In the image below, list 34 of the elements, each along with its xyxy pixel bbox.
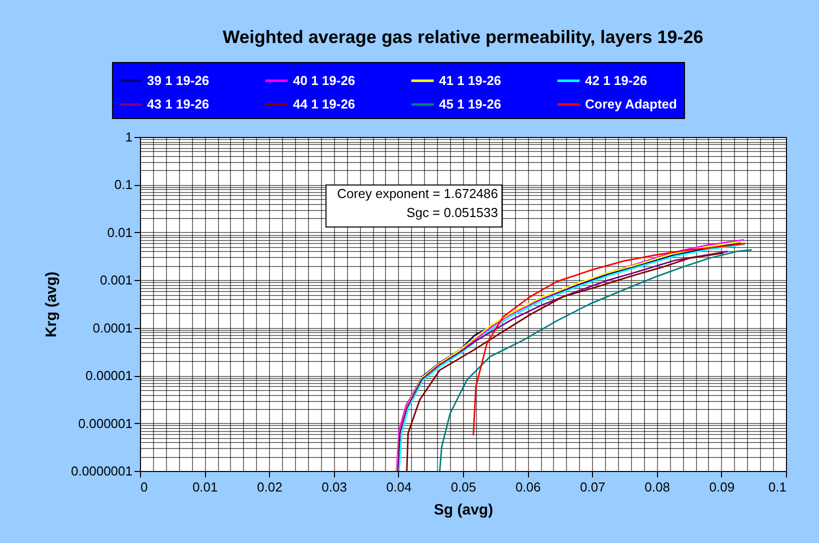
chart-title: Weighted average gas relative permeability, layers 19-26 xyxy=(222,27,704,47)
x-tick-label: 0.06 xyxy=(515,480,541,494)
x-tick-label: 0.08 xyxy=(644,480,670,494)
y-tick-label: 0.00001 xyxy=(86,368,132,384)
legend-label: 43 1 19-26 xyxy=(147,96,210,112)
legend-label: 40 1 19-26 xyxy=(293,72,356,88)
line-series xyxy=(438,249,753,471)
annotation: Corey exponent = 1.672486 xyxy=(337,186,498,201)
y-tick-label: 1 xyxy=(125,130,132,144)
legend-label: 42 1 19-26 xyxy=(585,72,648,88)
legend-label: 45 1 19-26 xyxy=(439,96,502,112)
y-axis-title: Krg (avg) xyxy=(43,272,60,338)
x-tick-label: 0.01 xyxy=(192,480,218,494)
legend-label: 44 1 19-26 xyxy=(293,96,356,112)
y-tick-label: 0.000001 xyxy=(78,416,132,431)
x-axis-title: Sg (avg) xyxy=(434,502,494,518)
line-series xyxy=(472,242,746,436)
annotation: Sgc = 0.051533 xyxy=(406,205,498,220)
x-tick-label: 0.03 xyxy=(322,480,347,494)
legend-label: 39 1 19-26 xyxy=(147,72,210,88)
y-tick-label: 0.01 xyxy=(107,224,132,240)
y-tick-label: 0.0001 xyxy=(92,320,132,336)
legend-label: 41 1 19-26 xyxy=(439,72,502,88)
x-tick-label: 0.05 xyxy=(450,480,476,494)
y-tick-label: 0.0000001 xyxy=(71,464,132,478)
x-tick-label: 0.04 xyxy=(386,480,412,494)
x-tick-label: 0.07 xyxy=(580,480,606,494)
x-tick-label: 0.1 xyxy=(768,480,786,494)
x-tick-label: 0.09 xyxy=(709,480,735,494)
y-tick-label: 0.001 xyxy=(100,272,132,288)
y-tick-label: 0.1 xyxy=(114,177,132,192)
legend-label: Corey Adapted xyxy=(585,96,678,112)
x-tick-label: 0 xyxy=(140,480,148,494)
x-tick-label: 0.02 xyxy=(257,480,282,494)
